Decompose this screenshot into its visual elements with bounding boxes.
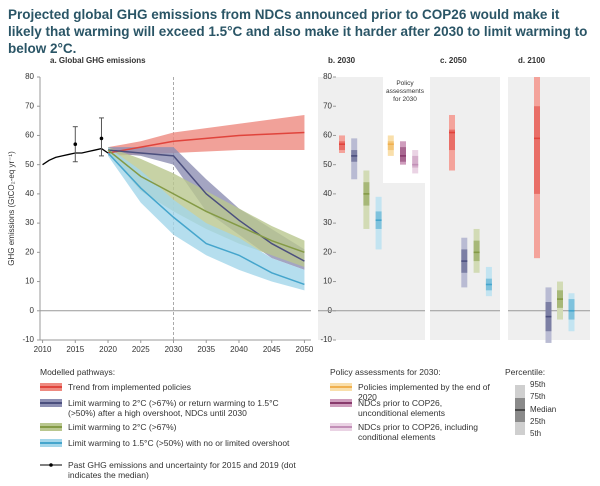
x-tick-label: 2010 — [34, 345, 52, 354]
legend-swatch — [330, 383, 352, 391]
panel-title: b. 2030 — [328, 56, 356, 65]
median-line — [107, 131, 305, 154]
x-tick-label: 2020 — [99, 345, 117, 354]
x-tick-label: 2015 — [66, 345, 84, 354]
range-25-75 — [400, 147, 406, 162]
legend-swatch-line — [40, 402, 62, 404]
panel-title: d. 2100 — [518, 56, 546, 65]
legend-label: NDCs prior to COP26, including condition… — [358, 422, 478, 442]
y-tick-label: 80 — [25, 72, 34, 81]
panel-background — [430, 77, 500, 340]
y-tick-label: -10 — [320, 335, 332, 344]
y-tick-label: 50 — [323, 160, 332, 169]
legend-title: Modelled pathways: — [40, 367, 116, 377]
legend-swatch-line — [330, 402, 352, 404]
range-25-75 — [339, 141, 345, 151]
figure-title: Projected global GHG emissions from NDCs… — [8, 7, 588, 56]
uncertainty-band — [108, 147, 305, 267]
median-line — [107, 149, 305, 254]
percentile-label: 95th — [530, 380, 546, 389]
range-25-75 — [534, 106, 540, 194]
median-line — [107, 152, 305, 286]
range-25-75 — [568, 299, 575, 320]
legend-label: NDCs prior to COP26, unconditional eleme… — [358, 398, 445, 418]
y-tick-label: 40 — [25, 189, 34, 198]
y-tick-label: 40 — [323, 189, 332, 198]
legend-swatch — [40, 423, 62, 431]
x-tick-label: 2050 — [296, 345, 314, 354]
legend-swatch — [40, 399, 62, 407]
y-tick-label: 20 — [323, 247, 332, 256]
panel-title: a. Global GHG emissions — [50, 56, 146, 65]
panel-title: c. 2050 — [440, 56, 467, 65]
x-tick-label: 2025 — [132, 345, 150, 354]
y-tick-label: 30 — [323, 218, 332, 227]
uncertainty-band — [108, 147, 305, 291]
legend-label: Limit warming to 1.5°C (>50%) with no or… — [68, 438, 290, 448]
y-tick-label: 70 — [25, 101, 34, 110]
legend-label: Past GHG emissions and uncertainty for 2… — [68, 460, 296, 480]
legend-label: Policies implemented by the end of 2020 — [358, 382, 490, 402]
legend-label: Limit warming to 2°C (>67%) or return wa… — [68, 398, 279, 418]
median-dot — [99, 136, 104, 141]
policy-box-label: Policy assessments for 2030 — [386, 80, 424, 103]
range-25-75 — [473, 240, 480, 262]
legend-swatch — [330, 423, 352, 431]
x-tick-label: 2045 — [263, 345, 281, 354]
percentile-label: 25th — [530, 417, 546, 426]
legend-swatch — [40, 439, 62, 447]
legend-swatch-line — [330, 386, 352, 388]
range-25-75 — [412, 155, 419, 168]
x-tick-label: 2030 — [165, 345, 183, 354]
median-line — [107, 149, 305, 262]
legend-swatch-line — [40, 442, 62, 444]
legend-title: Policy assessments for 2030: — [330, 367, 441, 377]
legend-swatch-line — [40, 386, 62, 388]
y-tick-label: 60 — [25, 131, 34, 140]
y-axis-label: GHG emissions (GtCO₂-eq yr⁻¹) — [7, 151, 16, 266]
legend-swatch-line — [330, 426, 352, 428]
range-25-75 — [449, 129, 455, 151]
median-dot — [73, 142, 78, 147]
uncertainty-band — [108, 114, 305, 156]
legend-swatch — [40, 383, 62, 391]
percentile-label: 5th — [530, 429, 541, 438]
y-tick-label: 10 — [25, 277, 34, 286]
range-25-75 — [387, 141, 394, 151]
y-tick-label: 20 — [25, 247, 34, 256]
x-tick-label: 2035 — [197, 345, 215, 354]
legend-swatch — [330, 399, 352, 407]
y-tick-label: 60 — [323, 131, 332, 140]
legend-swatch-line — [40, 426, 62, 428]
y-tick-label: 70 — [323, 101, 332, 110]
y-tick-label: 80 — [323, 72, 332, 81]
y-tick-label: 30 — [25, 218, 34, 227]
percentile-label: 75th — [530, 392, 546, 401]
y-tick-label: 10 — [323, 277, 332, 286]
legend-label: Trend from implemented policies — [68, 382, 191, 392]
y-tick-label: 50 — [25, 160, 34, 169]
legend-title: Percentile: — [505, 367, 546, 377]
y-tick-label: 0 — [30, 306, 35, 315]
percentile-label: Median — [530, 405, 556, 414]
legend-label: Limit warming to 2°C (>67%) — [68, 422, 177, 432]
legend-history-dot — [49, 463, 53, 467]
y-tick-label: -10 — [22, 335, 34, 344]
x-tick-label: 2040 — [230, 345, 248, 354]
